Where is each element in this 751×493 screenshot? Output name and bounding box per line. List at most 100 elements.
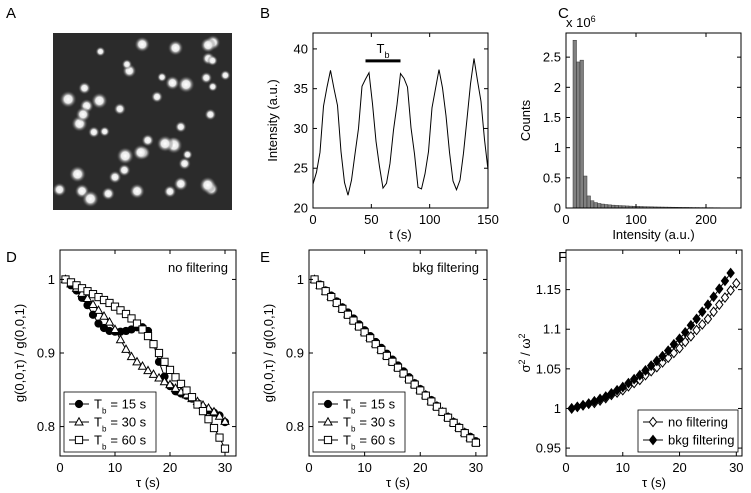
plot bbox=[309, 274, 481, 447]
legend-text: = 15 s bbox=[359, 397, 395, 412]
marker bbox=[618, 381, 628, 393]
marker bbox=[432, 402, 442, 411]
marker bbox=[316, 281, 325, 290]
panel-label: D bbox=[6, 249, 17, 266]
marker bbox=[121, 344, 131, 353]
marker bbox=[171, 373, 180, 382]
particle bbox=[99, 126, 110, 137]
legend-subscript: b bbox=[351, 406, 356, 415]
plot bbox=[60, 274, 230, 453]
marker bbox=[686, 319, 696, 331]
y-tick-label: 1.1 bbox=[543, 322, 561, 337]
histogram-bar bbox=[583, 175, 588, 209]
particle bbox=[173, 176, 189, 192]
particle bbox=[163, 185, 177, 198]
x-tick-label: 30 bbox=[218, 460, 232, 475]
marker bbox=[703, 299, 713, 311]
marker bbox=[104, 316, 115, 326]
marker bbox=[692, 324, 701, 336]
panel-label: A bbox=[6, 5, 16, 22]
y-tick-label: 0.8 bbox=[286, 419, 304, 434]
plot bbox=[312, 58, 489, 196]
marker bbox=[366, 334, 375, 343]
y-axis-label-part: σ bbox=[518, 365, 533, 373]
marker bbox=[720, 292, 730, 303]
marker bbox=[354, 322, 364, 331]
x-tick-label: 30 bbox=[469, 460, 483, 475]
legend-label: Tb = 30 s bbox=[343, 415, 396, 434]
y-tick-label: 0.95 bbox=[536, 441, 561, 456]
particle bbox=[132, 144, 149, 161]
marker bbox=[466, 434, 475, 443]
y-tick-label: 40 bbox=[294, 41, 308, 56]
y-tick-label: 1 bbox=[48, 272, 55, 287]
marker bbox=[220, 444, 230, 453]
y-tick-label: 2 bbox=[554, 80, 561, 95]
x-axis-label: τ (s) bbox=[642, 475, 666, 490]
marker bbox=[410, 380, 419, 389]
legend-subscript: b bbox=[102, 442, 107, 451]
series-line bbox=[312, 58, 489, 196]
legend-symbol: T bbox=[343, 397, 351, 412]
marker bbox=[132, 319, 142, 328]
legend-text: = 60 s bbox=[359, 433, 395, 448]
marker bbox=[709, 306, 718, 318]
multiplier-text: x 10 bbox=[566, 15, 591, 30]
marker bbox=[393, 363, 403, 372]
axes-frame bbox=[565, 249, 743, 457]
x-tick-label: 50 bbox=[364, 212, 378, 227]
marker bbox=[624, 377, 633, 389]
legend: Tb = 15 sTb = 30 sTb = 60 s bbox=[312, 391, 406, 453]
legend-box bbox=[637, 409, 739, 453]
marker bbox=[382, 351, 391, 361]
axes-frame bbox=[565, 32, 742, 209]
marker bbox=[209, 423, 219, 433]
panel: D 0 10 20 30 0.8 0.9 1 τ (s) g(0,0,τ) / g(0,0,1) n… bbox=[6, 249, 237, 490]
y-axis-label-part: / ω bbox=[518, 338, 533, 359]
particle bbox=[204, 108, 217, 121]
y-tick-label: 1.05 bbox=[536, 361, 561, 376]
particle bbox=[108, 170, 122, 184]
marker bbox=[692, 313, 701, 325]
x-axis-label: t (s) bbox=[389, 227, 411, 242]
marker bbox=[143, 331, 153, 341]
annotation-subscript: b bbox=[384, 50, 389, 60]
marker bbox=[121, 309, 131, 319]
particle bbox=[69, 165, 87, 183]
y-axis-label-part: 2 bbox=[517, 359, 527, 364]
particle bbox=[182, 149, 193, 160]
marker bbox=[323, 399, 333, 409]
particle bbox=[78, 81, 91, 95]
legend-subscript: b bbox=[351, 424, 356, 433]
legend-subscript: b bbox=[102, 424, 107, 433]
marker bbox=[607, 387, 616, 399]
y-tick-label: 0.9 bbox=[286, 346, 304, 361]
particle bbox=[207, 81, 218, 92]
y-tick-label: 0.8 bbox=[37, 419, 55, 434]
x-axis-label: Intensity (a.u.) bbox=[612, 227, 694, 242]
marker bbox=[732, 277, 741, 289]
marker bbox=[138, 325, 147, 334]
particle bbox=[220, 69, 231, 81]
x-tick-label: 0 bbox=[305, 460, 312, 475]
plot-area bbox=[313, 33, 488, 208]
panel-label: B bbox=[260, 5, 270, 22]
marker bbox=[438, 407, 447, 416]
marker bbox=[154, 348, 164, 358]
marker bbox=[720, 275, 730, 287]
plot bbox=[567, 267, 741, 414]
marker bbox=[165, 365, 175, 375]
particle bbox=[207, 55, 218, 67]
particle bbox=[200, 71, 213, 84]
histogram-bar bbox=[597, 203, 602, 209]
marker bbox=[182, 386, 191, 395]
particle bbox=[121, 59, 133, 70]
marker bbox=[74, 399, 84, 409]
x-tick-label: 20 bbox=[163, 460, 177, 475]
particle bbox=[177, 75, 195, 94]
y-tick-label: 0.9 bbox=[37, 346, 55, 361]
marker bbox=[471, 438, 480, 447]
particle bbox=[167, 40, 184, 56]
marker bbox=[675, 342, 684, 354]
x-tick-label: 200 bbox=[695, 212, 717, 227]
